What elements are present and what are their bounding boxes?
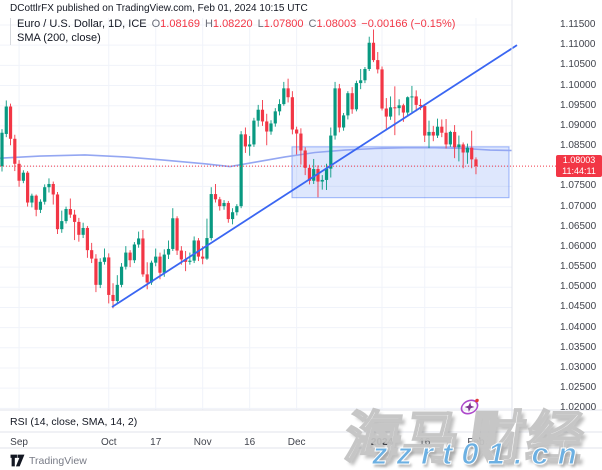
low-label: L xyxy=(257,18,264,30)
price-axis-label: 1.09500 xyxy=(560,99,597,111)
change-value: −0.00166 (−0.15%) xyxy=(361,18,456,30)
last-price-value: 1.08003 xyxy=(562,155,596,166)
price-axis-label: 1.08500 xyxy=(560,140,597,152)
time-axis-label: Dec xyxy=(287,437,306,448)
low-value: 1.07800 xyxy=(263,18,304,30)
time-axis-label: Sep xyxy=(10,437,28,448)
price-axis-label: 1.10000 xyxy=(560,79,597,91)
price-axis-label: 1.05000 xyxy=(560,281,597,293)
sparkle-icon xyxy=(457,368,485,428)
published-attribution: DCottlrFX published on TradingView.com, … xyxy=(10,3,308,14)
price-axis-label: 1.02500 xyxy=(560,382,597,394)
price-axis-label: 1.07000 xyxy=(560,200,597,212)
tradingview-logo-icon xyxy=(10,454,25,467)
close-label: C xyxy=(308,18,317,30)
high-value: 1.08220 xyxy=(212,18,253,30)
time-axis-label: 17 xyxy=(150,437,162,448)
last-price-badge[interactable]: 1.08003 11:44:11 xyxy=(556,155,602,178)
time-axis-label: Feb xyxy=(467,437,485,448)
price-axis-label: 1.05500 xyxy=(560,261,597,273)
price-axis-label: 1.06000 xyxy=(560,240,597,252)
symbol-ohlc-row: Euro / U.S. Dollar, 1D, ICE O1.08169 H1.08… xyxy=(17,18,455,31)
chart-legend: Euro / U.S. Dollar, 1D, ICE O1.08169 H1.08… xyxy=(10,18,455,45)
price-axis-label: 1.06500 xyxy=(560,220,597,232)
price-axis-label: 1.04000 xyxy=(560,321,597,333)
watermark-url-text: zzrt01.cn xyxy=(372,436,586,470)
indicator-sma-label[interactable]: SMA (200, close) xyxy=(17,32,101,44)
support-zone-rectangle[interactable] xyxy=(291,146,510,199)
price-axis-label: 1.11000 xyxy=(560,39,596,51)
ascending-trendline[interactable] xyxy=(111,44,518,308)
time-axis-label: 16 xyxy=(244,437,256,448)
close-value: 1.08003 xyxy=(316,18,357,30)
rsi-indicator-label[interactable]: RSI (14, close, SMA, 14, 2) xyxy=(10,416,138,428)
time-axis-label: 2024 xyxy=(370,437,394,448)
price-axis-label: 1.07500 xyxy=(560,180,597,192)
bar-countdown: 11:44:11 xyxy=(562,166,596,177)
symbol-title[interactable]: Euro / U.S. Dollar, 1D, ICE xyxy=(17,18,147,30)
price-axis-label: 1.03000 xyxy=(560,361,597,373)
time-axis-label: Oct xyxy=(100,437,117,448)
open-value: 1.08169 xyxy=(160,18,200,30)
price-axis-label: 1.03500 xyxy=(560,341,597,353)
high-label: H xyxy=(204,18,213,30)
tradingview-attribution-link[interactable]: TradingView xyxy=(10,454,87,467)
watermark-chinese-text: 海马 财经 xyxy=(340,368,595,470)
tradingview-brand-text: TradingView xyxy=(29,454,87,467)
price-axis-label: 1.02000 xyxy=(560,402,597,414)
gridlines xyxy=(0,18,512,410)
price-axis-label: 1.11500 xyxy=(560,19,596,30)
time-axis-label: 16 xyxy=(419,437,431,448)
candlestick-series[interactable] xyxy=(0,29,478,309)
price-axis-label: 1.09000 xyxy=(560,119,597,131)
price-axis-label: 1.10500 xyxy=(560,59,597,71)
open-label: O xyxy=(151,18,161,30)
sma-200-line[interactable] xyxy=(0,146,513,168)
price-axis-label: 1.04500 xyxy=(560,301,597,313)
time-axis-label: Nov xyxy=(193,437,212,448)
